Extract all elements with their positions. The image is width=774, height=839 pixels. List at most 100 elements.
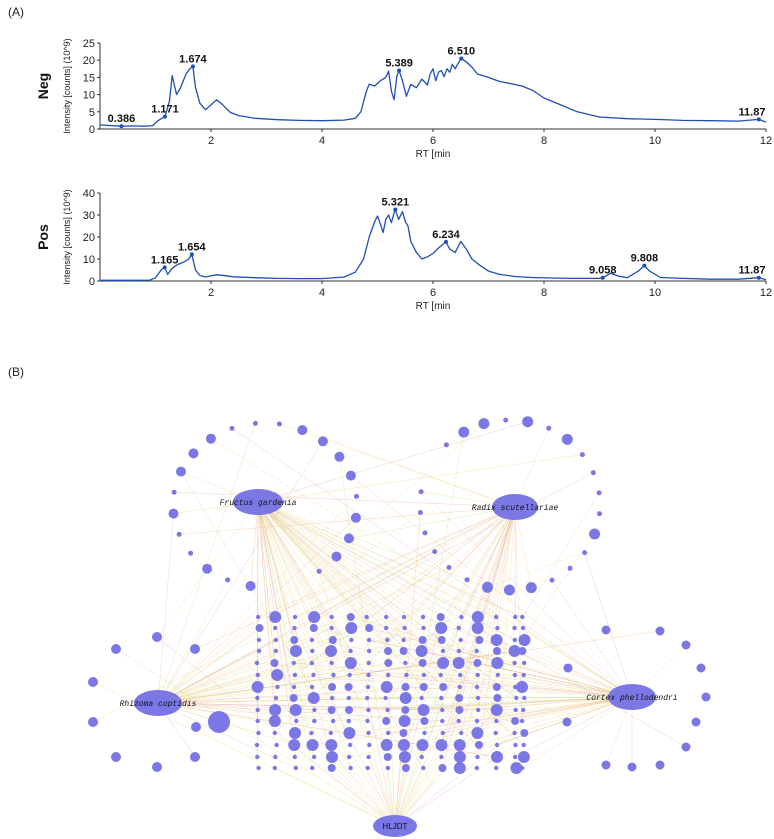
compound-node	[311, 754, 317, 760]
network-edge	[257, 501, 443, 722]
hub-rhizoma-label: Rhizoma coptidis	[120, 700, 197, 709]
compound-node	[401, 637, 406, 643]
peak-marker	[443, 239, 448, 244]
compound-node	[422, 730, 427, 736]
network-edge	[387, 506, 516, 641]
pos-chromatogram: 0 10 20 30 40 2 4 6 8 10 12 RT [min Intensity [count…	[35, 188, 772, 312]
network-edge	[257, 501, 515, 629]
hub-hljdt	[373, 815, 417, 837]
compound-node	[311, 672, 316, 678]
network-edge	[394, 512, 421, 827]
network-edge	[257, 501, 516, 722]
network-edge	[257, 501, 424, 688]
compound-node	[655, 626, 665, 636]
y-tick-label: 10	[83, 90, 95, 102]
compound-node	[455, 706, 464, 714]
network-edge	[348, 506, 516, 539]
compound-node	[308, 611, 321, 623]
peak-label: 1.654	[178, 241, 206, 253]
peak-marker	[393, 207, 398, 212]
y-tick-label: 15	[83, 72, 95, 84]
compound-node	[268, 715, 281, 727]
compound-node	[273, 754, 278, 760]
network-edge	[522, 627, 633, 698]
compound-node	[418, 636, 427, 644]
network-edge	[394, 697, 498, 827]
network-edge	[157, 674, 407, 704]
compound-node	[475, 672, 480, 678]
compound-node	[491, 751, 503, 763]
compound-node	[366, 730, 371, 736]
network-edge	[349, 506, 516, 676]
compound-node	[398, 715, 411, 727]
compound-node	[474, 718, 480, 724]
compound-node	[416, 739, 429, 751]
peak-marker	[119, 124, 124, 129]
network-edge	[257, 501, 405, 746]
compound-node	[590, 470, 596, 476]
compound-node	[691, 717, 701, 727]
compound-node	[365, 718, 370, 724]
y-axis-label: Intensity [counts] (10^9)	[62, 38, 72, 133]
network-edge	[157, 512, 421, 704]
network-edge	[339, 456, 396, 827]
network-edge	[458, 650, 633, 698]
compound-node	[435, 622, 448, 634]
compound-node	[520, 765, 525, 771]
compound-node	[190, 644, 200, 654]
peak-marker	[162, 114, 167, 119]
compound-node	[491, 657, 504, 669]
compound-node	[312, 707, 317, 713]
compound-node	[401, 683, 410, 691]
panel-a-label: (A)	[8, 5, 24, 19]
compound-node	[432, 549, 438, 555]
compound-node	[346, 613, 355, 621]
compound-node	[365, 684, 371, 690]
compound-node	[474, 648, 479, 654]
compound-node	[418, 489, 424, 495]
mode-label: Pos	[35, 224, 51, 250]
compound-node	[289, 704, 302, 716]
network-edge	[394, 627, 460, 827]
network-edge	[477, 506, 516, 618]
compound-node	[522, 695, 527, 701]
network-edge	[279, 423, 516, 508]
compound-node	[561, 433, 573, 445]
compound-node	[404, 672, 409, 678]
compound-node	[316, 568, 322, 574]
network-edge	[257, 501, 369, 688]
compound-node	[398, 751, 411, 763]
compound-node	[306, 739, 319, 751]
compound-node	[436, 613, 445, 621]
compound-node	[251, 681, 264, 693]
compound-node	[419, 695, 424, 701]
compound-node	[493, 647, 501, 655]
compound-node	[494, 718, 499, 724]
compound-node	[519, 718, 525, 724]
compound-node	[435, 739, 448, 751]
compound-node	[437, 657, 450, 669]
compound-node	[347, 742, 353, 748]
network-edge	[522, 627, 633, 698]
compound-node	[422, 530, 428, 536]
network-edge	[459, 506, 516, 769]
compound-node	[202, 563, 213, 574]
compound-node	[152, 632, 162, 642]
network-edge	[157, 650, 351, 704]
compound-node	[490, 704, 503, 716]
compound-node	[309, 637, 315, 643]
network-edge	[424, 696, 633, 734]
network-edge	[312, 506, 516, 652]
hub-cortex-phellodendri	[608, 684, 656, 710]
compound-node	[309, 684, 315, 690]
compound-node	[562, 717, 572, 727]
hub-hljdt-label: HLJDT	[383, 822, 408, 831]
compound-node	[325, 739, 338, 751]
compound-node	[271, 669, 284, 681]
compound-node	[256, 637, 262, 643]
compound-node	[366, 672, 371, 678]
network-edge	[256, 662, 633, 698]
network-edge	[180, 471, 396, 827]
compound-node	[417, 510, 423, 515]
network-edge	[348, 686, 396, 827]
